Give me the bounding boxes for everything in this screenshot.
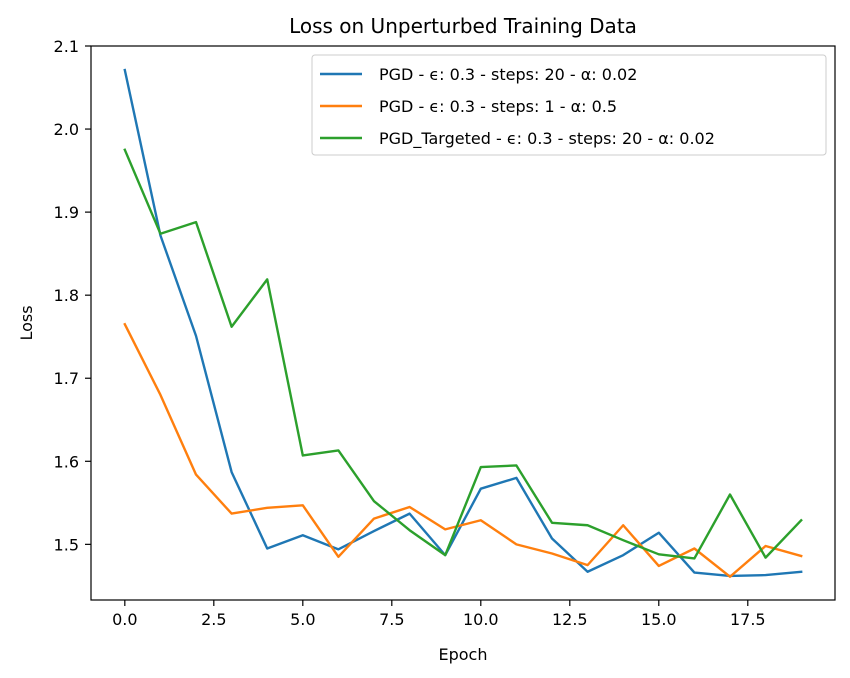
y-tick-label: 1.6	[54, 452, 79, 471]
x-tick-label: 12.5	[552, 610, 588, 629]
x-tick-label: 7.5	[379, 610, 404, 629]
y-tick-label: 1.5	[54, 535, 79, 554]
legend-label-1: PGD - ϵ: 0.3 - steps: 20 - α: 0.02	[379, 65, 637, 84]
x-tick-label: 17.5	[730, 610, 766, 629]
series-line-2	[123, 322, 803, 578]
y-tick-label: 1.9	[54, 203, 79, 222]
y-tick-label: 1.7	[54, 369, 79, 388]
x-tick-label: 0.0	[112, 610, 137, 629]
x-axis-ticks: 0.0 2.5 5.0 7.5 10.0 12.5 15.0 17.5	[112, 600, 766, 629]
series-lines	[123, 68, 803, 578]
x-axis-label: Epoch	[439, 645, 488, 664]
x-tick-label: 15.0	[641, 610, 677, 629]
legend-label-3: PGD_Targeted - ϵ: 0.3 - steps: 20 - α: 0…	[379, 129, 715, 149]
y-axis-label: Loss	[17, 305, 36, 340]
series-line-3	[123, 148, 803, 560]
y-tick-label: 2.1	[54, 37, 79, 56]
legend-box	[311, 54, 827, 156]
chart-title: Loss on Unperturbed Training Data	[289, 14, 637, 38]
x-tick-label: 10.0	[463, 610, 499, 629]
x-tick-label: 2.5	[201, 610, 226, 629]
y-tick-label: 2.0	[54, 120, 79, 139]
legend: PGD - ϵ: 0.3 - steps: 20 - α: 0.02 PGD - …	[311, 54, 827, 156]
y-tick-label: 1.8	[54, 286, 79, 305]
y-axis-ticks: 1.5 1.6 1.7 1.8 1.9 2.0 2.1	[54, 37, 91, 554]
x-tick-label: 5.0	[290, 610, 315, 629]
legend-label-2: PGD - ϵ: 0.3 - steps: 1 - α: 0.5	[379, 97, 617, 116]
axes-frame	[90, 45, 836, 601]
series-line-1	[123, 68, 803, 578]
